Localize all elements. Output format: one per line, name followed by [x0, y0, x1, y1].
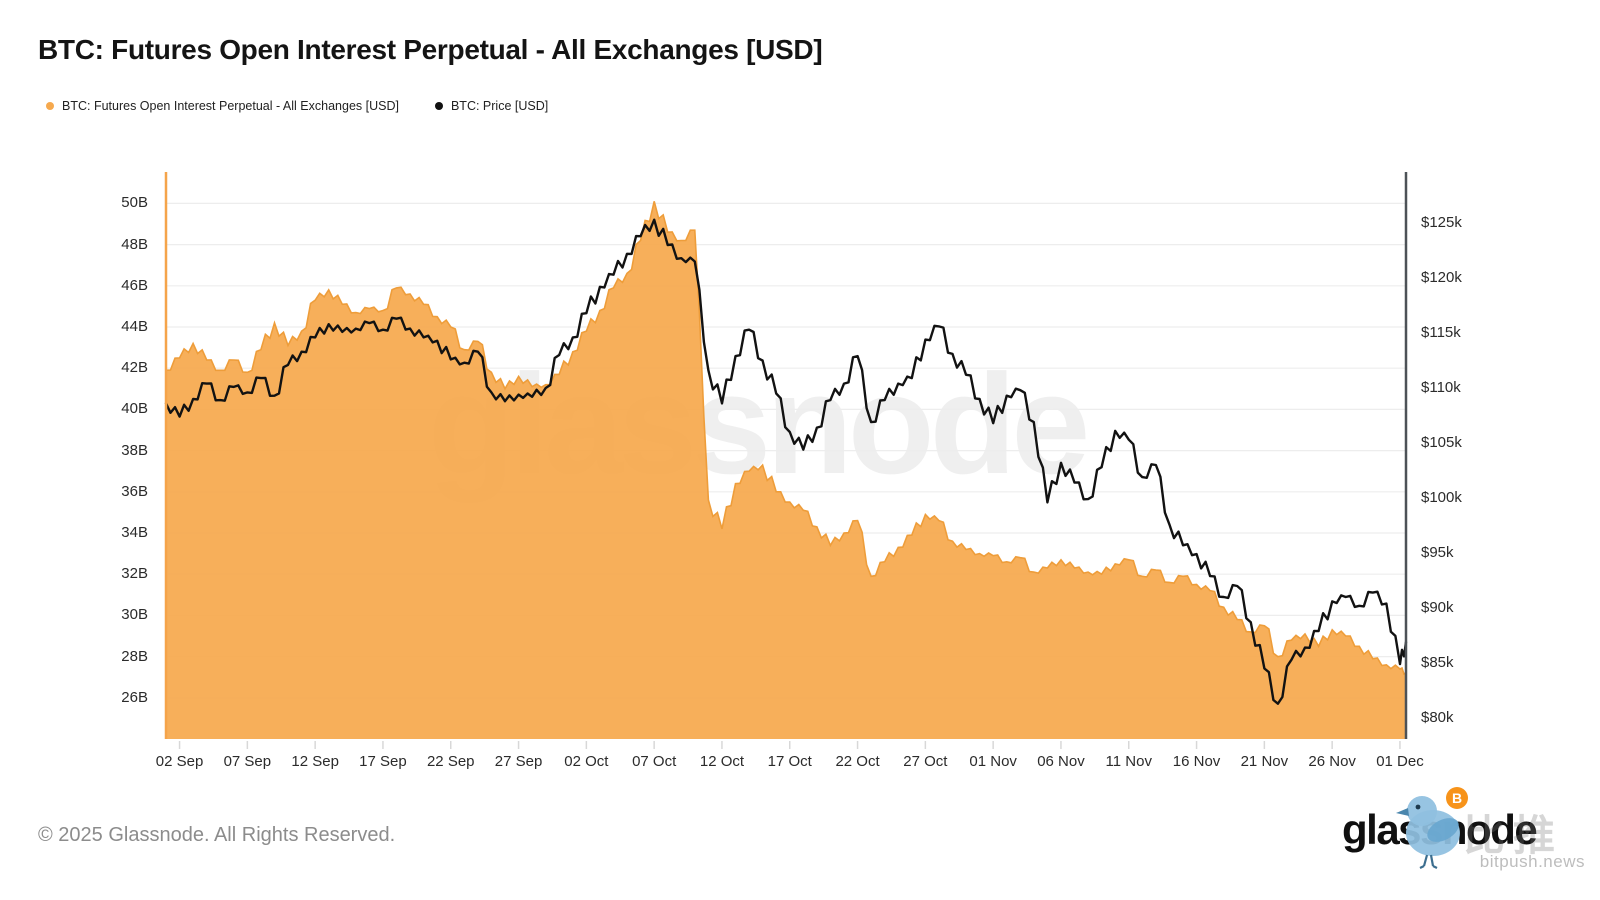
bitcoin-coin-icon: B	[1452, 790, 1462, 806]
copyright-text: © 2025 Glassnode. All Rights Reserved.	[38, 824, 396, 846]
open-interest-area	[166, 201, 1406, 740]
bitpush-bird-icon: B	[1396, 787, 1468, 869]
price-line	[164, 218, 1408, 705]
bitpush-news-text: bitpush.news	[1479, 852, 1585, 871]
open-interest-edge	[165, 201, 1407, 676]
price-dot-icon	[434, 102, 443, 110]
bitpush-cjk-watermark: 比推	[1463, 812, 1564, 859]
legend-item-open-interest[interactable]: BTC: Futures Open Interest Perpetual - A…	[46, 99, 399, 113]
legend-label-open-interest: BTC: Futures Open Interest Perpetual - A…	[62, 99, 399, 113]
open-interest-dot-icon	[46, 102, 54, 110]
legend-item-price[interactable]: BTC: Price [USD]	[434, 99, 549, 113]
bitpush-glassnode-logo: glassnode 比推 B bitpush.news	[1335, 787, 1595, 888]
legend-label-price: BTC: Price [USD]	[450, 99, 549, 113]
chart-legend: BTC: Futures Open Interest Perpetual - A…	[46, 99, 548, 113]
page-title: BTC: Futures Open Interest Perpetual - A…	[38, 34, 823, 65]
